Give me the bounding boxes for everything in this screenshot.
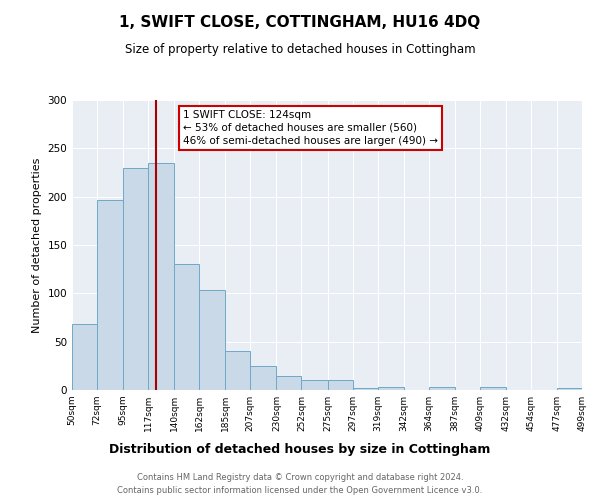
- Text: 1 SWIFT CLOSE: 124sqm
← 53% of detached houses are smaller (560)
46% of semi-det: 1 SWIFT CLOSE: 124sqm ← 53% of detached …: [184, 110, 439, 146]
- Bar: [123, 168, 148, 390]
- Bar: [174, 264, 199, 390]
- Text: Size of property relative to detached houses in Cottingham: Size of property relative to detached ho…: [125, 42, 475, 56]
- Text: Contains HM Land Registry data © Crown copyright and database right 2024.: Contains HM Land Registry data © Crown c…: [137, 472, 463, 482]
- Bar: [428, 387, 455, 390]
- Text: 1, SWIFT CLOSE, COTTINGHAM, HU16 4DQ: 1, SWIFT CLOSE, COTTINGHAM, HU16 4DQ: [119, 15, 481, 30]
- Bar: [148, 163, 174, 390]
- Bar: [226, 352, 250, 390]
- Bar: [97, 200, 123, 390]
- Bar: [353, 388, 377, 390]
- Bar: [377, 387, 404, 390]
- Bar: [328, 380, 353, 390]
- Bar: [199, 290, 226, 390]
- Text: Distribution of detached houses by size in Cottingham: Distribution of detached houses by size …: [109, 442, 491, 456]
- Bar: [72, 324, 97, 390]
- Bar: [557, 388, 582, 390]
- Text: Contains public sector information licensed under the Open Government Licence v3: Contains public sector information licen…: [118, 486, 482, 495]
- Bar: [480, 387, 506, 390]
- Bar: [250, 366, 277, 390]
- Bar: [277, 376, 301, 390]
- Y-axis label: Number of detached properties: Number of detached properties: [32, 158, 42, 332]
- Bar: [301, 380, 328, 390]
